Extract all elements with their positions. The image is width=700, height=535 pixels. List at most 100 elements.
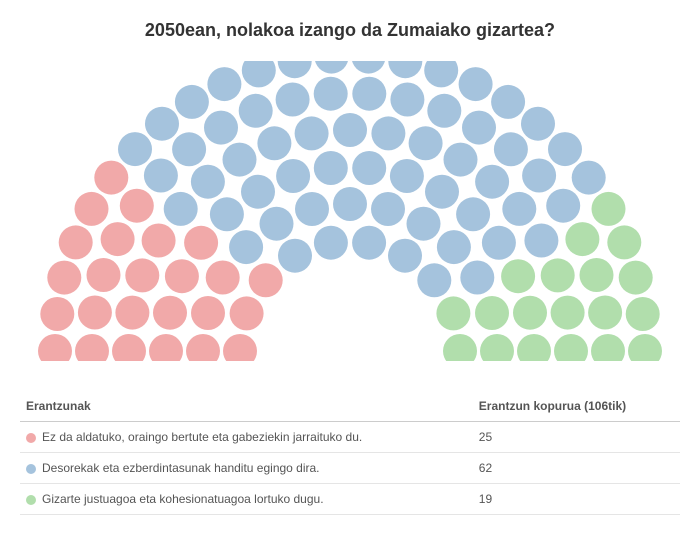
seat-dot <box>125 258 159 292</box>
seat-dot <box>424 61 458 87</box>
seat-dot <box>333 187 367 221</box>
seat-dot <box>541 258 575 292</box>
seat-dot <box>548 132 582 166</box>
seat-dot <box>75 334 109 361</box>
seat-dot <box>207 67 241 101</box>
seat-dot <box>278 239 312 273</box>
seat-dot <box>184 226 218 260</box>
parliament-chart <box>20 61 680 361</box>
seat-dot <box>352 61 386 74</box>
seat-dot <box>352 77 386 111</box>
seat-dot <box>278 61 312 78</box>
seat-dot <box>204 111 238 145</box>
seat-dot <box>223 143 257 177</box>
seat-dot <box>172 132 206 166</box>
legend-value: 62 <box>473 453 680 484</box>
seat-dot <box>153 296 187 330</box>
seat-dot <box>521 107 555 141</box>
seat-dot <box>517 334 551 361</box>
seat-dot <box>314 77 348 111</box>
seat-dot <box>554 334 588 361</box>
seat-dot <box>149 334 183 361</box>
seat-dot <box>101 222 135 256</box>
seat-dot <box>475 165 509 199</box>
seat-dot <box>352 226 386 260</box>
seat-dot <box>315 61 349 74</box>
seat-dot <box>295 116 329 150</box>
seat-dot <box>494 132 528 166</box>
seat-dot <box>210 197 244 231</box>
seat-dot <box>164 192 198 226</box>
seat-dot <box>588 296 622 330</box>
legend-swatch <box>26 495 36 505</box>
seat-dot <box>551 296 585 330</box>
legend-swatch <box>26 464 36 474</box>
seat-dot <box>314 226 348 260</box>
seat-dot <box>112 334 146 361</box>
seat-dot <box>241 175 275 209</box>
seat-dot <box>482 226 516 260</box>
table-row: Ez da aldatuko, oraingo bertute eta gabe… <box>20 422 680 453</box>
seat-dot <box>491 85 525 119</box>
seat-dot <box>276 159 310 193</box>
seat-dot <box>295 192 329 226</box>
seat-dot <box>628 334 662 361</box>
seat-dot <box>352 151 386 185</box>
seat-dot <box>417 263 451 297</box>
seat-dot <box>165 259 199 293</box>
seat-dot <box>260 207 294 241</box>
seat-dot <box>580 258 614 292</box>
seat-dot <box>257 126 291 160</box>
seat-dot <box>276 83 310 117</box>
seat-dot <box>501 259 535 293</box>
seat-dot <box>607 225 641 259</box>
seat-dot <box>388 61 422 78</box>
seat-dot <box>38 334 72 361</box>
seat-dot <box>524 224 558 258</box>
seat-dot <box>626 297 660 331</box>
seat-dot <box>619 261 653 295</box>
seat-dot <box>239 94 273 128</box>
legend-label: Ez da aldatuko, oraingo bertute eta gabe… <box>20 422 473 453</box>
legend-swatch <box>26 433 36 443</box>
seat-dot <box>223 334 257 361</box>
seat-dot <box>502 192 536 226</box>
seat-dot <box>206 261 240 295</box>
seat-dot <box>513 296 547 330</box>
seat-dot <box>591 334 625 361</box>
seat-dot <box>565 222 599 256</box>
seat-dot <box>409 126 443 160</box>
legend-table: Erantzunak Erantzun kopurua (106tik) Ez … <box>20 391 680 515</box>
seat-dot <box>480 334 514 361</box>
seat-dot <box>78 296 112 330</box>
seat-dot <box>390 83 424 117</box>
seat-dot <box>230 296 264 330</box>
seat-dot <box>572 161 606 195</box>
seat-dot <box>145 107 179 141</box>
seat-dot <box>436 296 470 330</box>
seat-dot <box>333 113 367 147</box>
seat-dot <box>94 161 128 195</box>
seat-dot <box>522 159 556 193</box>
seat-dot <box>592 192 626 226</box>
seat-dot <box>459 67 493 101</box>
seat-dot <box>118 132 152 166</box>
seat-dot <box>142 224 176 258</box>
seat-dot <box>371 192 405 226</box>
seat-dot <box>186 334 220 361</box>
seat-dot <box>120 189 154 223</box>
seat-dot <box>456 197 490 231</box>
seat-dot <box>314 151 348 185</box>
legend-value: 25 <box>473 422 680 453</box>
seat-dot <box>425 175 459 209</box>
seat-dot <box>407 207 441 241</box>
seat-dot <box>546 189 580 223</box>
seat-dot <box>443 334 477 361</box>
legend-label: Desorekak eta ezberdintasunak handitu eg… <box>20 453 473 484</box>
seat-dot <box>444 143 478 177</box>
table-row: Desorekak eta ezberdintasunak handitu eg… <box>20 453 680 484</box>
seat-dot <box>437 230 471 264</box>
seat-dot <box>144 159 178 193</box>
seat-dot <box>460 261 494 295</box>
seat-dot <box>242 61 276 87</box>
